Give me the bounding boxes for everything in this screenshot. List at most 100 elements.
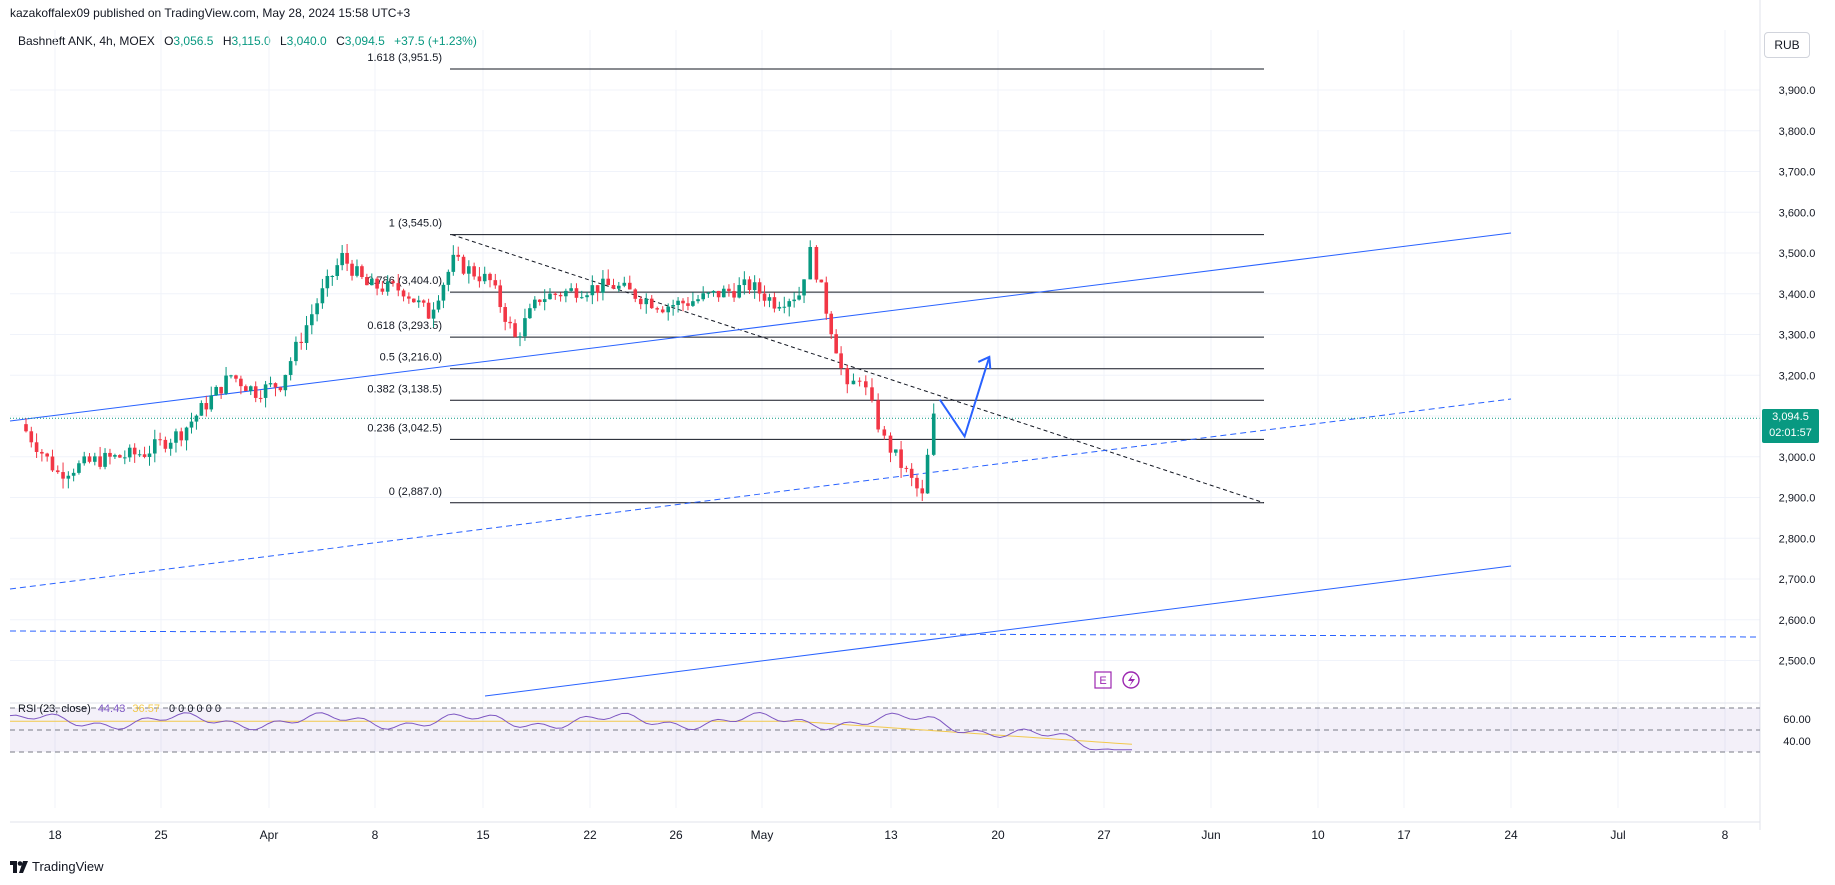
candle-body <box>158 439 162 441</box>
candle-body <box>456 254 461 257</box>
candle-body <box>82 456 87 464</box>
candle-body <box>299 341 304 344</box>
rsi-pane: 60.00 40.00 <box>9 707 1811 753</box>
candle-body <box>45 453 49 457</box>
high-label: H <box>222 34 232 48</box>
horizontal-support-line-dashed <box>9 630 1761 638</box>
candle-body <box>204 403 209 410</box>
candle-body <box>50 456 55 471</box>
candle-body <box>622 282 627 286</box>
projection-arrow <box>939 355 992 439</box>
price-tick-label: 3,900.0 <box>1779 85 1816 97</box>
candle-body <box>893 449 898 453</box>
price-tick-label: 3,500.0 <box>1779 248 1816 260</box>
candle-body <box>488 273 492 281</box>
candle-body <box>498 285 503 308</box>
rsi-params: 0 0 0 0 0 0 <box>169 703 221 715</box>
time-axis: 18 25 Apr 8 15 22 26 May 13 20 27 Jun 10 17 24 Jul 8 <box>48 828 1728 842</box>
candle-body <box>224 375 228 394</box>
rsi-line <box>9 711 1132 751</box>
time-tick-label: 17 <box>1397 828 1411 842</box>
candle-body <box>814 246 819 280</box>
candlesticks <box>24 240 936 502</box>
candle-body <box>513 323 517 337</box>
rsi-legend[interactable]: RSI (23, close) 44.43 36.57 0 0 0 0 0 0 <box>18 703 221 715</box>
candle-body <box>482 273 487 282</box>
footer-brand[interactable]: TradingView <box>10 859 104 874</box>
price-tick-label: 3,800.0 <box>1779 126 1816 138</box>
candle-body <box>294 341 298 362</box>
candle-body <box>163 439 168 449</box>
candle-body <box>585 295 589 298</box>
open-value: 3,056.5 <box>173 34 214 48</box>
candle-body <box>716 290 721 298</box>
time-tick-label: 10 <box>1311 828 1325 842</box>
candle-body <box>310 314 314 326</box>
candle-body <box>857 380 862 382</box>
price-tick-label: 3,200.0 <box>1779 370 1816 382</box>
candle-body <box>142 454 147 457</box>
candle-body <box>416 300 421 303</box>
fib-level-label: 0.382 (3,138.5) <box>367 383 442 395</box>
candle-body <box>401 290 406 297</box>
time-tick-label: 24 <box>1504 828 1518 842</box>
candle-body <box>29 431 34 443</box>
candle-body <box>553 293 558 295</box>
candle-body <box>915 477 919 489</box>
candle-body <box>77 463 81 473</box>
candle-body <box>304 325 309 344</box>
candle-body <box>649 298 654 309</box>
time-tick-label: 25 <box>154 828 168 842</box>
candle-body <box>829 313 834 335</box>
fib-level-label: 0.618 (3,293.5) <box>367 320 442 332</box>
candle-body <box>737 285 742 298</box>
earnings-icon: E <box>1094 671 1112 689</box>
candle-body <box>253 386 258 398</box>
candle-body <box>385 281 390 292</box>
candle-body <box>590 285 595 296</box>
candle-body <box>184 427 189 441</box>
earnings-icon-frame <box>1094 671 1112 689</box>
candle-body <box>508 321 512 324</box>
time-tick-label: Apr <box>260 828 279 842</box>
dividend-icon-bolt <box>1128 674 1135 687</box>
candle-body <box>931 413 936 455</box>
candle-body <box>611 285 616 289</box>
candle-body <box>752 282 757 291</box>
time-tick-label: 8 <box>372 828 379 842</box>
symbol-name[interactable]: Bashneft ANK, 4h, MOEX <box>18 34 155 48</box>
candle-body <box>431 309 436 319</box>
candle-body <box>360 266 364 278</box>
time-tick-label: 15 <box>476 828 490 842</box>
currency-button[interactable]: RUB <box>1764 32 1810 58</box>
trend-lines <box>9 232 1761 697</box>
candle-body <box>108 452 112 457</box>
candle-body <box>61 472 65 479</box>
candle-body <box>617 285 621 289</box>
candle-body <box>864 381 868 388</box>
candle-body <box>696 299 700 302</box>
candle-body <box>701 293 705 300</box>
candle-body <box>98 456 102 467</box>
candle-body <box>477 276 482 282</box>
candle-body <box>426 302 431 319</box>
candle-body <box>904 467 909 469</box>
candle-body <box>451 254 456 272</box>
candle-body <box>787 301 792 307</box>
candle-body <box>147 453 152 457</box>
candle-body <box>24 424 28 432</box>
candle-body <box>355 266 359 276</box>
candle-body <box>528 308 532 319</box>
candle-body <box>523 318 527 337</box>
candle-body <box>666 306 670 313</box>
rsi-tick-label: 60.00 <box>1783 714 1811 726</box>
earnings-icon-glyph: E <box>1099 675 1106 687</box>
tradingview-logo-icon <box>10 860 28 873</box>
time-tick-label: 27 <box>1097 828 1111 842</box>
rsi-ma-value: 36.57 <box>132 703 160 715</box>
fib-level-label: 1.618 (3,951.5) <box>367 52 442 64</box>
candle-body <box>882 429 887 436</box>
candle-body <box>757 282 762 294</box>
candle-body <box>638 298 643 305</box>
